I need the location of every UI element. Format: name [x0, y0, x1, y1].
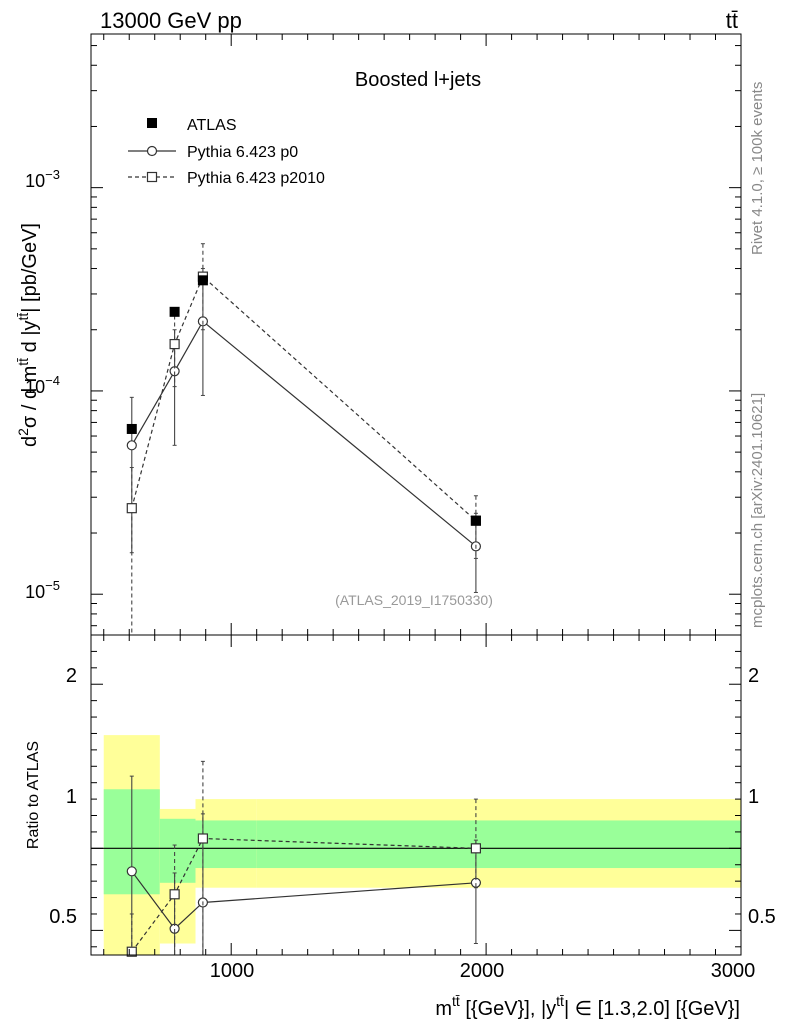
ratio-band-stat-2: [195, 820, 257, 869]
ratio-band-stat-1: [159, 818, 196, 883]
ratio-p2010-point-3: [470, 843, 482, 854]
y-tick-label-1e-4: 10−4: [25, 373, 60, 397]
main-panel: Boosted l+jets (ATLAS_2019_I1750330) ATL…: [15, 33, 742, 636]
main-p2010-line: [131, 275, 477, 522]
legend-marker-p0: [146, 145, 158, 157]
ratio-y-tick-label-1-right: 1: [748, 786, 759, 808]
main-y-axis-title: d2σ / d mtt̄ d |ytt̄| [pb/GeV]: [15, 223, 41, 447]
ratio-p0-point-0: [126, 866, 137, 877]
y-tick-label-1e-3: 10−3: [25, 167, 60, 191]
main-atlas-point-3: [470, 515, 481, 526]
main-p2010-point-1: [169, 338, 180, 350]
ratio-p2010-point-2: [197, 833, 209, 844]
ratio-p2010-point-0: [126, 946, 137, 957]
x-tick-label-1000: 1000: [210, 960, 255, 982]
plot-title: Boosted l+jets: [355, 69, 481, 91]
legend-label-atlas: ATLAS: [187, 117, 237, 134]
ratio-y-tick-label-0-5-right: 0.5: [748, 906, 776, 928]
y-tick-label-1e-5: 10−5: [25, 578, 60, 602]
main-atlas-point-0: [126, 423, 137, 434]
legend-label-p0: Pythia 6.423 p0: [187, 144, 298, 161]
main-atlas-point-2: [197, 275, 208, 286]
ratio-band-stat-3: [256, 820, 741, 869]
legend-label-p2010: Pythia 6.423 p2010: [187, 170, 325, 187]
ratio-y-axis-title: Ratio to ATLAS: [25, 741, 42, 849]
ratio-y-tick-label-1: 1: [66, 786, 77, 808]
main-atlas-point-1: [169, 306, 180, 317]
header-energy-label: 13000 GeV pp: [100, 8, 242, 33]
ratio-y-tick-label-0-5: 0.5: [49, 906, 77, 928]
ratio-y-tick-label-2-right: 2: [748, 665, 759, 687]
legend-marker-p2010: [146, 171, 158, 183]
rivet-version-label: Rivet 4.1.0, ≥ 100k events: [749, 82, 766, 255]
x-tick-label-3000: 3000: [711, 960, 756, 982]
ratio-p2010-point-1: [169, 889, 180, 900]
main-p2010-point-0: [126, 503, 137, 514]
x-tick-label-2000: 2000: [460, 960, 505, 982]
main-p0-line: [131, 320, 477, 547]
x-axis-title: mtt̄ [{GeV}], |ytt̄| ∈ [1.3,2.0] [{GeV}]: [435, 993, 740, 1020]
legend: ATLAS Pythia 6.423 p0 Pythia 6.423 p2010: [128, 117, 325, 187]
ratio-panel-frame: [90, 634, 742, 956]
analysis-id-label: (ATLAS_2019_I1750330): [335, 592, 493, 608]
legend-marker-atlas: [147, 118, 157, 128]
ratio-y-tick-label-2: 2: [66, 665, 77, 687]
header-process-label: tt̄: [726, 8, 738, 33]
main-p0-point-0: [126, 440, 137, 451]
mcplots-source-label: mcplots.cern.ch [arXiv:2401.10621]: [749, 393, 766, 628]
ratio-p0-line: [131, 870, 476, 930]
ratio-p2010-line: [131, 837, 476, 953]
ratio-panel: 2 1 0.5 2 1 0.5 Ratio to ATLAS 1000 2000…: [25, 634, 776, 1020]
